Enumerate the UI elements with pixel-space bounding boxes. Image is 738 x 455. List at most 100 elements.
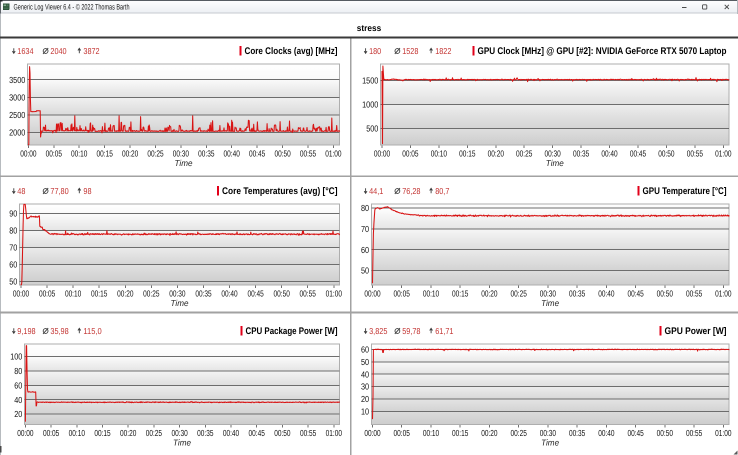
svg-text:00:40: 00:40 [601, 148, 617, 158]
svg-text:50: 50 [361, 357, 369, 367]
svg-text:00:25: 00:25 [511, 288, 527, 298]
svg-text:00:00: 00:00 [364, 288, 380, 298]
svg-text:50: 50 [361, 266, 369, 276]
svg-text:3000: 3000 [9, 92, 25, 102]
svg-text:1822: 1822 [435, 46, 451, 56]
svg-text:Time: Time [541, 438, 559, 448]
svg-text:00:30: 00:30 [544, 148, 560, 158]
svg-text:60: 60 [361, 245, 369, 255]
svg-text:00:45: 00:45 [249, 428, 265, 438]
svg-text:00:45: 00:45 [630, 148, 646, 158]
svg-text:Core Temperatures (avg) [°C]: Core Temperatures (avg) [°C] [222, 186, 338, 197]
svg-text:00:40: 00:40 [224, 148, 240, 158]
svg-text:00:45: 00:45 [247, 288, 263, 298]
svg-text:76,28: 76,28 [402, 186, 420, 196]
svg-text:01:00: 01:00 [325, 148, 341, 158]
svg-text:00:15: 00:15 [94, 428, 110, 438]
svg-text:00:40: 00:40 [221, 288, 237, 298]
svg-text:Generic Log Viewer 6.4 - © 202: Generic Log Viewer 6.4 - © 2022 Thomas B… [14, 3, 130, 12]
svg-text:30: 30 [361, 382, 369, 392]
svg-text:CPU Package Power [W]: CPU Package Power [W] [246, 326, 338, 337]
svg-text:00:05: 00:05 [394, 288, 410, 298]
svg-text:00:05: 00:05 [394, 428, 410, 438]
svg-text:1000: 1000 [362, 100, 378, 110]
svg-text:00:00: 00:00 [364, 428, 380, 438]
svg-text:01:00: 01:00 [326, 428, 342, 438]
svg-text:3872: 3872 [83, 46, 99, 56]
svg-text:00:45: 00:45 [249, 148, 265, 158]
svg-text:80: 80 [14, 366, 22, 376]
svg-text:1500: 1500 [362, 76, 378, 86]
svg-text:20: 20 [361, 394, 369, 404]
svg-text:00:30: 00:30 [540, 288, 556, 298]
svg-text:180: 180 [369, 46, 381, 56]
svg-text:98: 98 [83, 186, 91, 196]
svg-text:Time: Time [171, 298, 189, 308]
svg-text:Time: Time [546, 158, 564, 168]
svg-text:00:10: 00:10 [423, 428, 439, 438]
svg-text:2000: 2000 [9, 128, 25, 138]
svg-text:61,71: 61,71 [435, 326, 453, 336]
svg-text:35,98: 35,98 [50, 326, 68, 336]
svg-text:1528: 1528 [402, 46, 418, 56]
svg-text:Time: Time [173, 438, 191, 448]
svg-text:00:05: 00:05 [402, 148, 418, 158]
svg-text:60: 60 [14, 380, 22, 390]
svg-text:00:40: 00:40 [598, 428, 614, 438]
svg-text:00:30: 00:30 [169, 288, 185, 298]
svg-text:115,0: 115,0 [83, 326, 101, 336]
svg-text:59,78: 59,78 [402, 326, 420, 336]
svg-text:stress: stress [357, 23, 382, 33]
svg-text:00:05: 00:05 [46, 148, 62, 158]
svg-text:00:20: 00:20 [117, 288, 133, 298]
svg-text:40: 40 [361, 369, 369, 379]
svg-text:00:50: 00:50 [658, 148, 674, 158]
svg-text:00:40: 00:40 [223, 428, 239, 438]
svg-text:48: 48 [17, 186, 25, 196]
svg-text:100: 100 [10, 352, 22, 362]
svg-text:00:15: 00:15 [452, 428, 468, 438]
svg-text:3,825: 3,825 [369, 326, 387, 336]
svg-text:GPU Temperature [°C]: GPU Temperature [°C] [643, 186, 727, 197]
svg-text:00:35: 00:35 [569, 428, 585, 438]
svg-text:Core Clocks (avg) [MHz]: Core Clocks (avg) [MHz] [245, 46, 338, 57]
svg-text:00:10: 00:10 [65, 288, 81, 298]
svg-text:00:55: 00:55 [686, 428, 702, 438]
svg-text:00:20: 00:20 [120, 428, 136, 438]
svg-text:2040: 2040 [50, 46, 66, 56]
svg-text:00:20: 00:20 [122, 148, 138, 158]
svg-text:00:15: 00:15 [459, 148, 475, 158]
svg-text:00:00: 00:00 [17, 428, 33, 438]
svg-text:00:50: 00:50 [657, 288, 673, 298]
svg-text:00:10: 00:10 [431, 148, 447, 158]
svg-text:00:50: 00:50 [274, 148, 290, 158]
svg-text:500: 500 [366, 124, 378, 134]
svg-text:00:10: 00:10 [69, 428, 85, 438]
svg-text:00:15: 00:15 [452, 288, 468, 298]
svg-text:00:10: 00:10 [71, 148, 87, 158]
svg-text:00:55: 00:55 [687, 148, 703, 158]
svg-text:60: 60 [361, 345, 369, 355]
svg-text:01:00: 01:00 [326, 288, 342, 298]
svg-text:01:00: 01:00 [715, 428, 731, 438]
svg-text:01:00: 01:00 [715, 288, 731, 298]
svg-text:00:50: 00:50 [274, 288, 290, 298]
svg-text:50: 50 [9, 277, 17, 287]
svg-text:00:50: 00:50 [274, 428, 290, 438]
svg-text:00:55: 00:55 [686, 288, 702, 298]
svg-text:80,7: 80,7 [435, 186, 449, 196]
svg-text:00:35: 00:35 [197, 428, 213, 438]
svg-text:00:35: 00:35 [198, 148, 214, 158]
svg-text:3500: 3500 [9, 75, 25, 85]
svg-text:44,1: 44,1 [369, 186, 383, 196]
svg-text:00:20: 00:20 [481, 428, 497, 438]
svg-text:00:00: 00:00 [13, 288, 29, 298]
svg-text:00:15: 00:15 [97, 148, 113, 158]
svg-text:20: 20 [14, 409, 22, 419]
svg-text:GPU Power [W]: GPU Power [W] [665, 326, 727, 337]
svg-text:00:20: 00:20 [488, 148, 504, 158]
svg-text:1634: 1634 [17, 46, 33, 56]
svg-text:00:25: 00:25 [511, 428, 527, 438]
svg-text:00:55: 00:55 [300, 148, 316, 158]
svg-text:01:00: 01:00 [715, 148, 731, 158]
